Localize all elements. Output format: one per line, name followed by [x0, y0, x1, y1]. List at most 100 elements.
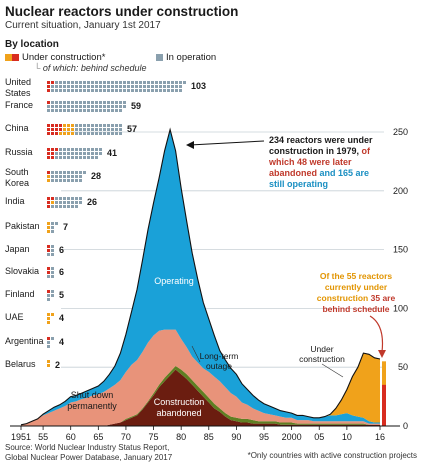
reactor-square [59, 156, 62, 159]
reactor-square [51, 253, 54, 256]
peak-annotation-blue: and 165 are [317, 168, 369, 178]
reactor-square [47, 226, 50, 229]
x-tick-label: 65 [93, 432, 103, 442]
reactor-square [51, 294, 54, 297]
country-total: 7 [63, 222, 68, 232]
reactor-square [51, 128, 54, 131]
reactor-square [87, 152, 90, 155]
reactor-square [47, 105, 50, 108]
current-arrow [369, 315, 384, 353]
reactor-square [47, 109, 50, 112]
reactor-square [71, 152, 74, 155]
reactor-square [151, 85, 154, 88]
chart-subtitle: Current situation, January 1st 2017 [5, 20, 161, 31]
reactor-square [59, 197, 62, 200]
reactor-square [63, 171, 66, 174]
reactor-square [79, 171, 82, 174]
reactor-square [143, 81, 146, 84]
long-term-outage-label: Long-term [200, 351, 239, 361]
reactor-square [119, 132, 122, 135]
reactor-square [47, 152, 50, 155]
reactor-square [47, 275, 50, 278]
reactor-square [55, 201, 58, 204]
reactor-square [75, 85, 78, 88]
reactor-square [47, 360, 50, 363]
reactor-square [47, 132, 50, 135]
reactor-square [51, 105, 54, 108]
under-construction-label: construction [299, 354, 345, 364]
reactor-square [139, 85, 142, 88]
reactor-square [51, 85, 54, 88]
reactor-square [47, 337, 50, 340]
reactor-square [83, 109, 86, 112]
reactor-square [51, 89, 54, 92]
reactor-square [99, 128, 102, 131]
in-operation-swatch [156, 54, 163, 61]
reactor-square [79, 175, 82, 178]
reactor-square [55, 179, 58, 182]
reactor-square [91, 105, 94, 108]
reactor-square [75, 132, 78, 135]
reactor-square [47, 341, 50, 344]
reactor-square [75, 81, 78, 84]
peak-annotation-line: which 48 were later [268, 157, 352, 167]
current-annotation-line: Of the 55 reactors [320, 271, 393, 281]
reactor-square [51, 152, 54, 155]
reactor-square [63, 205, 66, 208]
reactor-square [51, 132, 54, 135]
reactor-square [47, 81, 50, 84]
peak-annotation-line: construction in 1979, of [269, 146, 371, 156]
legend-under-construction-label: Under construction* [22, 52, 106, 63]
reactor-square [47, 364, 50, 367]
reactor-square [131, 89, 134, 92]
reactor-square [115, 105, 118, 108]
reactor-square [171, 81, 174, 84]
reactor-square [75, 197, 78, 200]
reactor-square [67, 109, 70, 112]
reactor-square [67, 85, 70, 88]
reactor-square [75, 179, 78, 182]
country-total: 59 [131, 101, 141, 111]
reactor-square [95, 81, 98, 84]
reactor-square [95, 105, 98, 108]
source-note: Source: World Nuclear Industry Status Re… [5, 443, 172, 463]
reactor-square [175, 81, 178, 84]
reactor-square [75, 201, 78, 204]
reactor-square [83, 156, 86, 159]
reactor-square [83, 105, 86, 108]
reactor-square [71, 105, 74, 108]
reactor-square [71, 171, 74, 174]
reactor-square [63, 156, 66, 159]
reactor-square [47, 156, 50, 159]
country-name: UAE [5, 312, 24, 322]
reactor-square [79, 85, 82, 88]
reactor-square [119, 81, 122, 84]
reactor-square [155, 89, 158, 92]
reactor-square [47, 171, 50, 174]
reactor-square [71, 89, 74, 92]
country-total: 28 [91, 171, 101, 181]
reactor-square [63, 81, 66, 84]
reactor-square [167, 81, 170, 84]
reactor-square [59, 101, 62, 104]
construction-abandoned-label: Construction [154, 397, 205, 407]
reactor-square [79, 81, 82, 84]
reactor-square [47, 197, 50, 200]
reactor-square [75, 128, 78, 131]
country-name: China [5, 123, 29, 133]
reactor-square [51, 109, 54, 112]
country-name: States [5, 88, 31, 98]
reactor-square [47, 230, 50, 233]
peak-annotation-line: still operating [269, 179, 328, 189]
reactor-square [111, 109, 114, 112]
reactor-square [55, 197, 58, 200]
reactor-square [51, 337, 54, 340]
reactor-square [155, 85, 158, 88]
reactor-square [91, 85, 94, 88]
reactor-square [127, 81, 130, 84]
reactor-square [87, 132, 90, 135]
reactor-square [51, 197, 54, 200]
